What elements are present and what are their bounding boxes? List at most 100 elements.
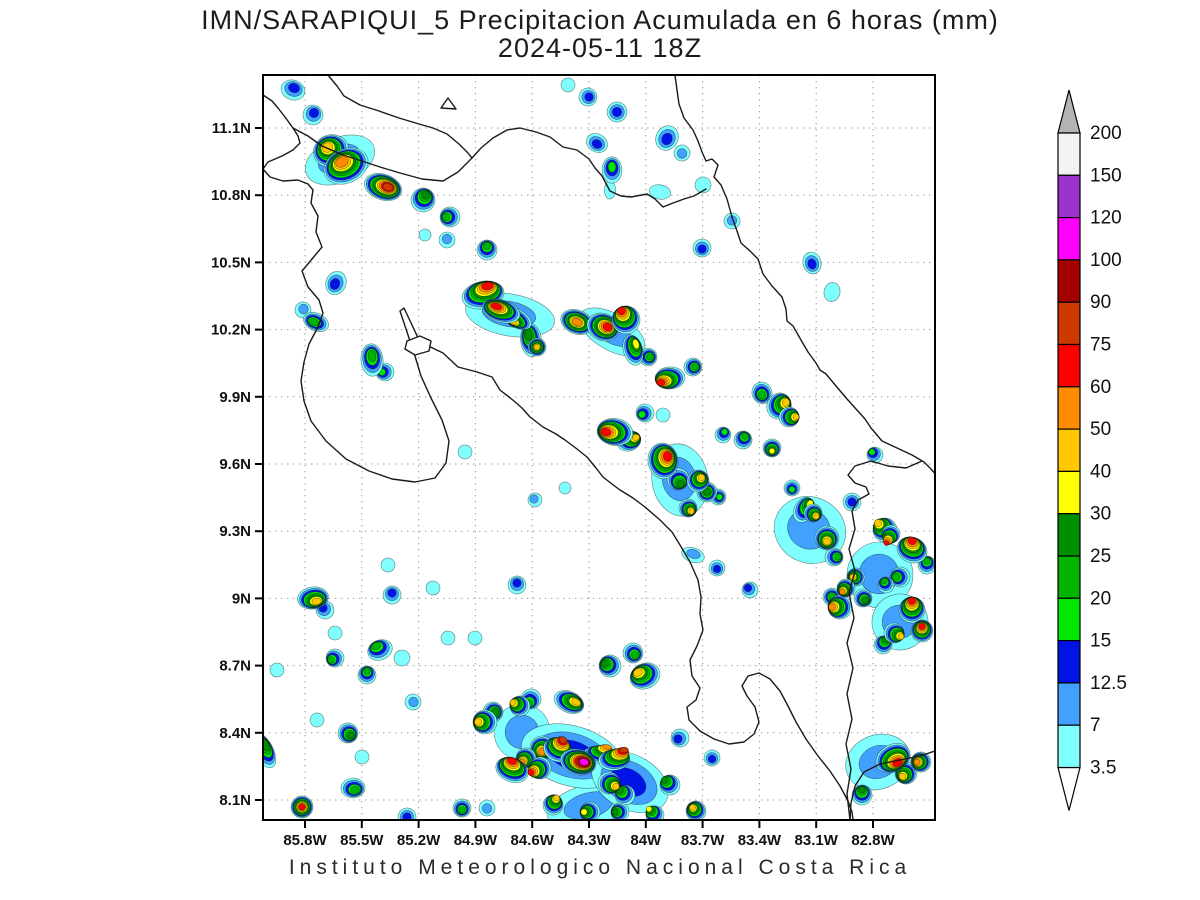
precip-contour-ring — [481, 803, 493, 814]
pacific-coast-outline — [263, 94, 854, 820]
precip-cell — [527, 756, 552, 780]
graticule — [263, 75, 935, 820]
y-tick-label: 9.9N — [219, 389, 251, 406]
precip-contour-ring — [309, 108, 319, 118]
precip-contour-ring — [874, 519, 882, 527]
precip-cell — [686, 469, 710, 493]
colorbar-segment — [1057, 724, 1081, 769]
colorbar-tick-label: 12.5 — [1090, 673, 1127, 694]
precip-cell — [323, 147, 369, 185]
precip-cell — [629, 662, 661, 690]
colorbar-segment — [1057, 513, 1081, 557]
precipitation-field — [263, 77, 935, 820]
precip-contour-ring — [617, 306, 626, 316]
colorbar-tick-label: 30 — [1090, 504, 1111, 525]
precip-cell — [723, 212, 741, 230]
precip-contour-ring — [638, 410, 646, 419]
precip-cell — [824, 547, 844, 567]
precip-cell — [673, 144, 691, 162]
precip-cell — [325, 648, 345, 668]
precip-contour-ring — [656, 379, 666, 386]
precip-contour-ring — [633, 668, 643, 677]
precip-cell — [842, 492, 862, 512]
precip-cell — [586, 312, 620, 342]
precip-contour-ring — [600, 427, 612, 437]
y-tick-label: 9.3N — [219, 523, 251, 540]
precip-cell — [709, 488, 727, 506]
precip-contour-ring — [474, 718, 482, 726]
precip-cell — [457, 444, 473, 460]
precip-contour-ring — [512, 578, 522, 588]
precip-cell — [681, 546, 705, 564]
lake-island-outline — [440, 97, 457, 110]
colorbar-segment — [1057, 555, 1081, 599]
precip-cell — [357, 665, 377, 685]
precip-cell — [509, 695, 531, 717]
precip-contour-ring — [367, 349, 377, 363]
x-tick-label: 84.6W — [511, 832, 555, 849]
precip-contour-ring — [923, 557, 931, 565]
panama-south-coast-outline — [849, 750, 935, 820]
precip-cell — [836, 578, 856, 598]
precip-contour-ring — [697, 244, 707, 254]
precip-cell — [611, 305, 641, 335]
colorbar-segment — [1057, 174, 1081, 219]
precip-cell — [360, 343, 384, 377]
y-tick-label: 10.5N — [211, 254, 251, 271]
precip-contour-ring — [676, 148, 688, 159]
precip-contour-ring — [560, 77, 576, 93]
precip-cell — [670, 728, 690, 748]
precip-contour-ring — [327, 656, 335, 664]
precip-contour-ring — [661, 776, 669, 784]
y-tick-label: 10.2N — [211, 322, 251, 339]
precip-cell — [542, 794, 564, 816]
colorbar-segment — [1057, 386, 1081, 430]
precip-contour-ring — [712, 564, 722, 574]
colorbar-labels: 200 150 120 100 90 75 60 50 40 30 25 20 15 12.5 7 3.5 — [1090, 123, 1127, 779]
precip-contour-ring — [828, 603, 836, 611]
plot-border — [262, 74, 936, 821]
precip-contour-ring — [782, 398, 790, 407]
precip-contour-ring — [457, 444, 473, 460]
x-tick-label: 83.7W — [681, 832, 725, 849]
precip-cell — [614, 784, 636, 806]
precip-contour-ring — [907, 537, 917, 545]
precip-cell — [733, 430, 753, 450]
precip-cell — [560, 77, 576, 93]
precip-cell — [655, 407, 671, 423]
precip-cell — [881, 524, 901, 546]
colorbar-tick-label: 7 — [1090, 715, 1101, 736]
precip-contour-ring — [441, 233, 453, 245]
precip-contour-ring — [393, 649, 411, 667]
precip-cell — [340, 777, 366, 799]
precip-contour-ring — [897, 633, 905, 640]
precip-contour-ring — [707, 754, 717, 764]
chart-title: IMN/SARAPIQUI_5 Precipitacion Acumulada … — [201, 5, 999, 35]
precip-contour-ring — [418, 228, 432, 242]
precip-cell — [694, 176, 712, 194]
precip-cell — [708, 559, 726, 577]
precip-cell — [309, 712, 325, 728]
precip-cell — [622, 642, 644, 664]
precip-contour-ring — [612, 782, 620, 791]
colorbar-tick-label: 120 — [1090, 208, 1122, 229]
precip-contour-ring — [858, 786, 866, 794]
precip-contour-ring — [892, 573, 900, 581]
precip-contour-ring — [346, 731, 355, 740]
precip-contour-ring — [571, 698, 581, 706]
precip-contour-ring — [591, 139, 603, 149]
precip-contour-ring — [269, 662, 285, 678]
precip-contour-ring — [813, 513, 820, 520]
panama-border-outline — [845, 460, 923, 820]
credit-line: Instituto Meteorologico Nacional Costa R… — [288, 856, 912, 879]
precip-cell — [439, 206, 461, 228]
colorbar-tick-label: 75 — [1090, 335, 1111, 356]
precip-cell — [741, 581, 759, 599]
colorbar-tick-label: 200 — [1090, 123, 1122, 144]
precip-contour-ring — [823, 537, 831, 546]
precip-cell — [827, 594, 853, 620]
precip-cell — [866, 446, 884, 464]
precip-contour-ring — [467, 630, 483, 646]
precip-cell — [778, 406, 800, 428]
precip-contour-ring — [661, 132, 673, 146]
